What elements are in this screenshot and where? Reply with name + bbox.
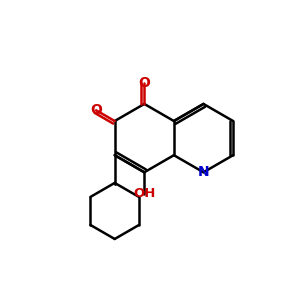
Text: OH: OH bbox=[133, 187, 155, 200]
Text: N: N bbox=[198, 165, 209, 179]
Text: O: O bbox=[138, 76, 150, 89]
Text: O: O bbox=[90, 103, 102, 117]
